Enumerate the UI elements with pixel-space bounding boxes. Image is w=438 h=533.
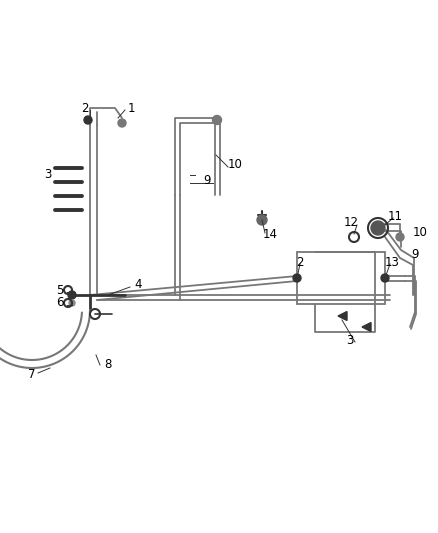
Text: 3: 3: [346, 334, 354, 346]
Text: 13: 13: [385, 255, 399, 269]
Circle shape: [84, 116, 92, 124]
Text: 3: 3: [44, 168, 52, 182]
Circle shape: [257, 215, 267, 225]
Bar: [297, 252, 385, 304]
Text: 6: 6: [56, 296, 64, 310]
Text: 14: 14: [262, 229, 278, 241]
Text: 8: 8: [104, 359, 112, 372]
Circle shape: [69, 300, 75, 306]
Circle shape: [396, 233, 404, 241]
Text: 10: 10: [413, 225, 427, 238]
Text: 1: 1: [127, 101, 135, 115]
Text: 11: 11: [388, 209, 403, 222]
Circle shape: [381, 274, 389, 282]
Text: 5: 5: [57, 284, 64, 296]
Text: 9: 9: [203, 174, 211, 187]
Polygon shape: [338, 311, 347, 320]
Circle shape: [118, 119, 126, 127]
Text: 9: 9: [411, 248, 419, 262]
Circle shape: [68, 291, 76, 299]
Text: 4: 4: [134, 279, 142, 292]
Circle shape: [293, 274, 301, 282]
Circle shape: [371, 221, 385, 235]
Text: 2: 2: [296, 255, 304, 269]
Polygon shape: [362, 322, 371, 332]
Text: 2: 2: [81, 101, 89, 115]
Text: 10: 10: [228, 158, 243, 172]
Circle shape: [212, 116, 222, 125]
Text: 7: 7: [28, 368, 36, 382]
Text: 12: 12: [343, 215, 358, 229]
